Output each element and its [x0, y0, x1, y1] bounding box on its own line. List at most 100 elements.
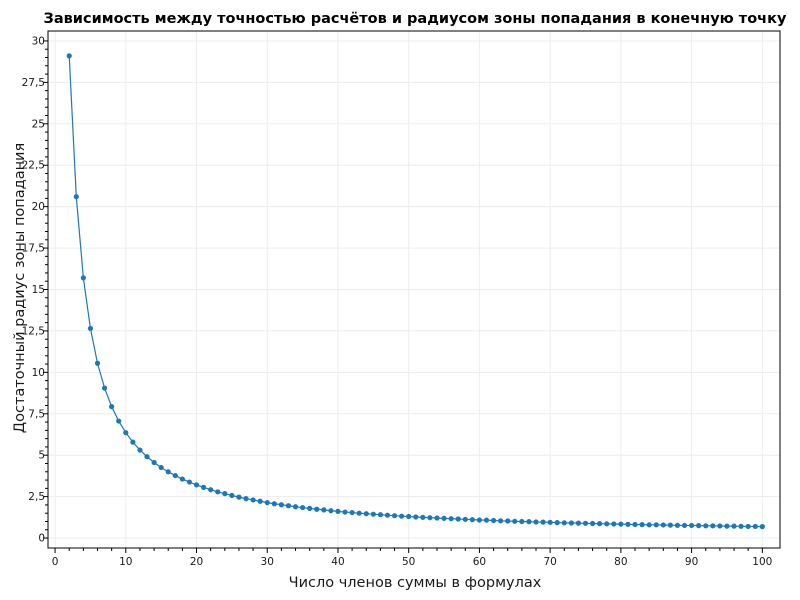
y-tick-label: 22,5 — [22, 160, 45, 172]
data-point — [109, 404, 115, 410]
data-point — [292, 504, 299, 510]
data-point — [271, 501, 277, 507]
data-point — [575, 520, 582, 526]
data-point — [611, 521, 617, 527]
data-point — [285, 503, 292, 509]
data-point — [604, 521, 610, 527]
data-point — [434, 515, 440, 521]
data-point — [144, 454, 150, 460]
x-tick-label: 60 — [473, 556, 486, 568]
data-point — [151, 459, 157, 466]
data-point — [653, 522, 659, 528]
data-point — [342, 509, 348, 515]
data-point — [483, 517, 490, 523]
data-point — [101, 385, 108, 391]
data-point — [193, 482, 200, 488]
data-point — [229, 492, 235, 499]
y-tick-label: 15 — [32, 284, 45, 296]
data-point — [519, 518, 525, 525]
y-tick-label: 5 — [38, 450, 45, 462]
data-point — [215, 489, 221, 495]
data-point — [710, 523, 716, 529]
data-point — [179, 476, 185, 482]
x-tick-label: 70 — [543, 556, 556, 568]
data-point — [703, 523, 709, 529]
data-point — [540, 519, 546, 525]
data-point — [639, 522, 645, 528]
data-point — [674, 522, 681, 528]
data-point — [717, 523, 723, 529]
data-point — [370, 511, 376, 517]
data-point — [384, 512, 391, 518]
x-tick-label: 50 — [402, 556, 415, 568]
y-tick-label: 25 — [32, 118, 45, 130]
data-point — [561, 520, 567, 526]
data-point — [724, 523, 730, 529]
data-point — [618, 521, 624, 527]
x-tick-label: 80 — [614, 556, 627, 568]
data-point — [667, 522, 673, 528]
data-point — [420, 514, 426, 520]
data-point — [632, 521, 638, 528]
data-point — [547, 519, 553, 525]
data-point — [681, 522, 688, 529]
y-axis-label: Достаточный радиус зоны попадания — [12, 143, 28, 433]
x-tick-label: 20 — [190, 556, 203, 568]
data-point — [158, 464, 164, 471]
data-point — [264, 500, 270, 506]
data-point — [462, 516, 468, 522]
data-point — [314, 506, 320, 512]
data-point — [123, 430, 129, 436]
data-point — [568, 520, 574, 526]
x-tick-label: 100 — [752, 556, 772, 568]
y-tick-label: 17,5 — [22, 243, 45, 255]
axes — [43, 30, 781, 553]
data-point — [363, 511, 369, 517]
data-point — [349, 509, 355, 516]
x-tick-label: 30 — [261, 556, 274, 568]
x-tick-label: 90 — [685, 556, 698, 568]
data-point — [172, 472, 178, 479]
data-point — [498, 518, 504, 524]
data-point — [307, 505, 313, 511]
data-point — [243, 496, 249, 502]
data-point — [696, 523, 702, 529]
data-point — [236, 494, 242, 500]
data-point — [328, 508, 334, 514]
chart-title: Зависимость между точностью расчётов и р… — [44, 11, 787, 27]
x-tick-label: 0 — [52, 556, 59, 568]
data-point — [186, 479, 193, 485]
data-point — [752, 523, 758, 530]
data-point — [208, 487, 214, 493]
data-point — [321, 507, 327, 513]
data-point — [130, 439, 136, 445]
data-point — [490, 517, 497, 524]
data-point — [476, 517, 483, 523]
data-point — [413, 514, 419, 520]
data-point — [738, 523, 744, 529]
data-point — [505, 518, 511, 524]
data-point — [356, 510, 362, 516]
y-tick-label: 2,5 — [28, 491, 45, 503]
series-layer — [66, 53, 765, 530]
data-point — [646, 522, 652, 528]
data-point — [406, 513, 412, 520]
data-point — [399, 513, 405, 519]
tick-labels: 0 10 20 30 40 50 60 70 80 90 100 0 2,5 5 7,5 10 12,5 15 17… — [22, 35, 773, 568]
data-point — [597, 521, 603, 527]
data-point — [300, 504, 306, 511]
data-point — [589, 520, 596, 527]
x-axis-label: Число членов суммы в формулах — [289, 575, 542, 591]
y-tick-label: 12,5 — [22, 325, 45, 337]
data-point — [448, 516, 454, 522]
data-point — [688, 522, 695, 529]
data-point — [427, 515, 433, 521]
data-point — [745, 523, 751, 530]
data-point — [222, 491, 228, 497]
y-tick-label: 30 — [32, 35, 45, 47]
x-tick-label: 40 — [331, 556, 344, 568]
y-tick-label: 20 — [32, 201, 45, 213]
data-point — [137, 447, 143, 453]
data-point — [335, 508, 341, 514]
